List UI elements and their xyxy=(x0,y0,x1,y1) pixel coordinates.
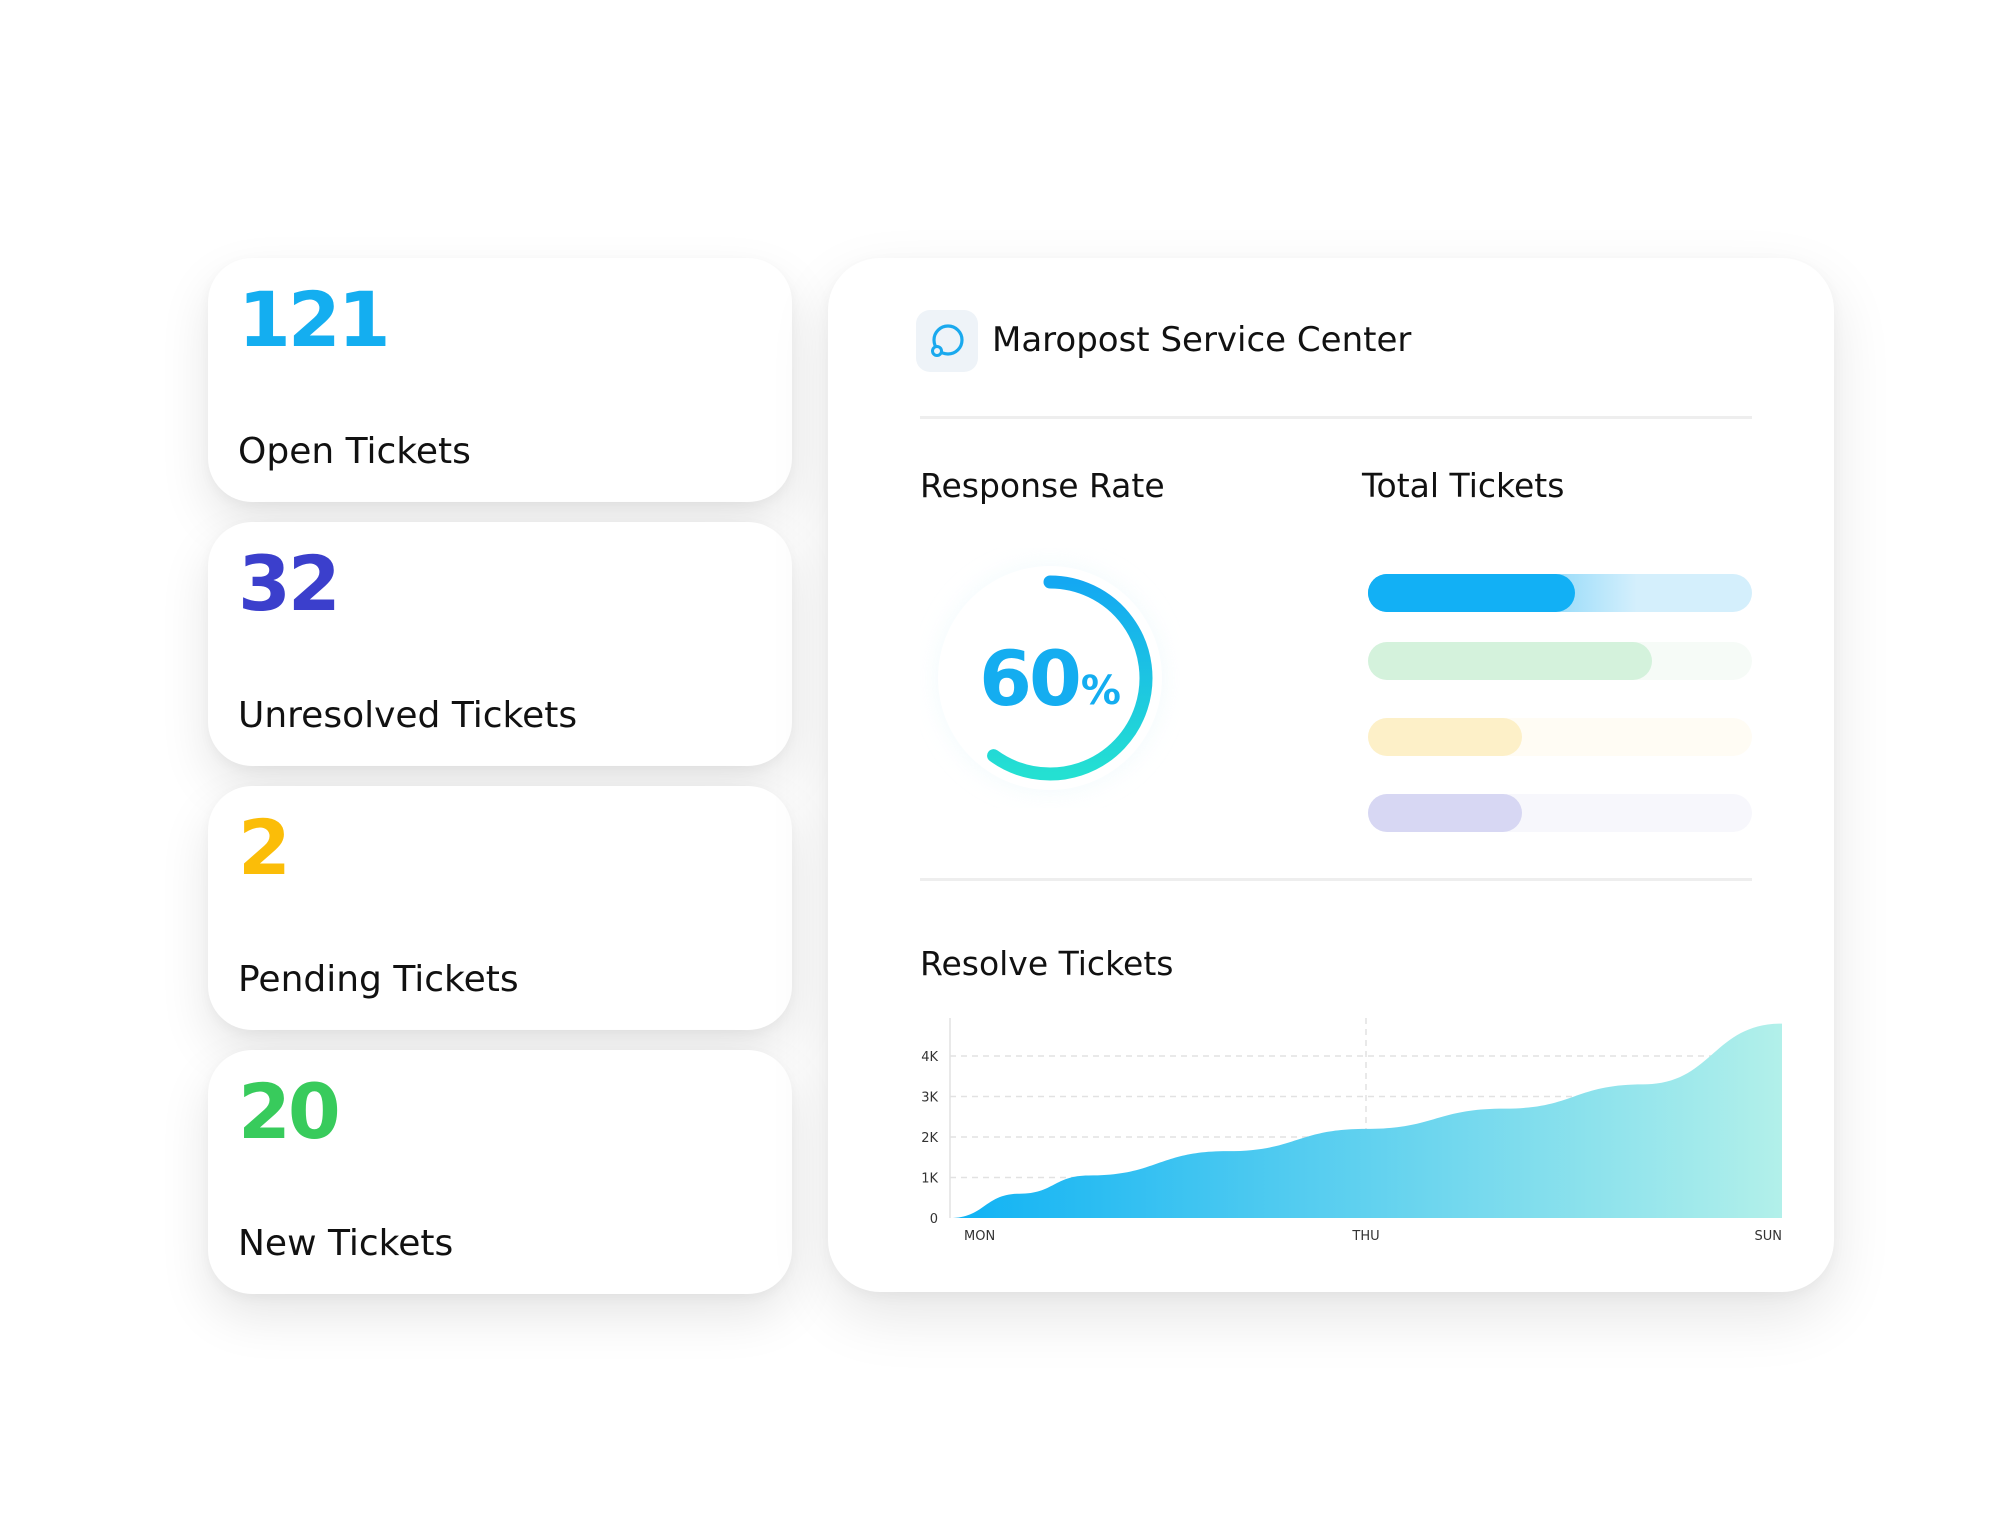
stat-label: Unresolved Tickets xyxy=(238,695,578,736)
gauge-arc xyxy=(987,575,1153,781)
resolve-tickets-title: Resolve Tickets xyxy=(920,944,1174,983)
ticket-bar-fill xyxy=(1368,642,1653,680)
ticket-bar xyxy=(1368,574,1752,612)
ticket-bar xyxy=(1368,718,1752,756)
gauge-number: 60 xyxy=(979,633,1082,723)
x-tick-label: SUN xyxy=(1755,1229,1783,1244)
y-tick-label: 3K xyxy=(921,1091,938,1106)
stat-label: Pending Tickets xyxy=(238,959,519,1000)
ticket-bar-fill xyxy=(1368,718,1522,756)
resolve-tickets-chart: 0 1K 2K 3K 4K MON THU SUN xyxy=(921,1018,1783,1244)
x-tick-label: MON xyxy=(964,1229,995,1244)
stat-value: 32 xyxy=(238,539,341,628)
y-tick-label: 2K xyxy=(921,1131,938,1146)
ticket-bar xyxy=(1368,642,1752,680)
response-rate-title: Response Rate xyxy=(920,466,1165,505)
stat-value: 121 xyxy=(238,275,391,364)
stat-value: 20 xyxy=(238,1067,341,1156)
chat-bubble-icon xyxy=(916,310,978,372)
gauge-unit: % xyxy=(1080,668,1121,714)
panel-title: Maropost Service Center xyxy=(992,320,1412,360)
stat-label: Open Tickets xyxy=(238,431,471,472)
x-tick-label: THU xyxy=(1351,1229,1379,1244)
divider xyxy=(920,878,1752,881)
y-tick-label: 0 xyxy=(930,1212,938,1227)
area-series xyxy=(950,1023,1782,1218)
total-tickets-title: Total Tickets xyxy=(1362,466,1565,505)
y-tick-label: 1K xyxy=(921,1172,938,1187)
stat-card-pending[interactable]: 2 Pending Tickets xyxy=(208,786,792,1030)
response-rate-gauge: 60% xyxy=(920,548,1180,808)
divider xyxy=(920,416,1752,419)
stat-label: New Tickets xyxy=(238,1223,454,1264)
y-tick-label: 4K xyxy=(921,1050,938,1065)
stat-value: 2 xyxy=(238,803,291,892)
stat-card-unresolved[interactable]: 32 Unresolved Tickets xyxy=(208,522,792,766)
stat-card-open[interactable]: 121 Open Tickets xyxy=(208,258,792,502)
ticket-bar xyxy=(1368,794,1752,832)
stat-card-new[interactable]: 20 New Tickets xyxy=(208,1050,792,1294)
ticket-bar-fill xyxy=(1368,794,1522,832)
service-center-panel: Maropost Service Center Response Rate To… xyxy=(828,258,1834,1292)
ticket-bar-fill xyxy=(1368,574,1576,612)
gauge-value: 60% xyxy=(920,548,1180,808)
